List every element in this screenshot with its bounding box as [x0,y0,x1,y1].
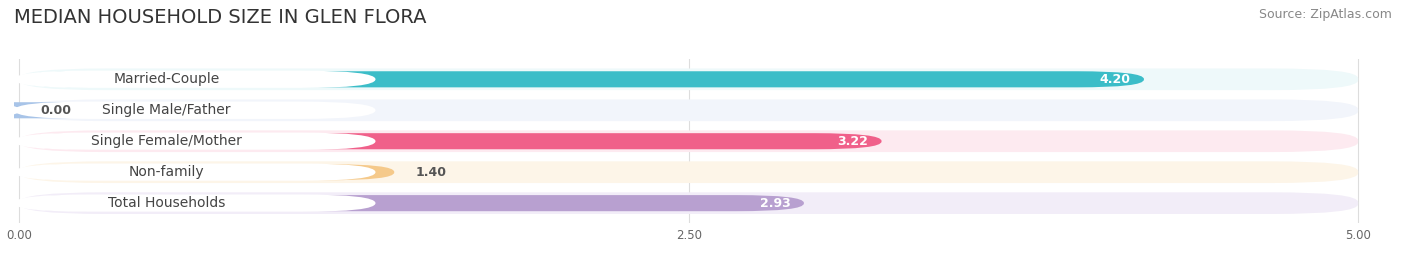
Text: 2.93: 2.93 [759,197,790,210]
FancyBboxPatch shape [20,71,1144,87]
Text: Non-family: Non-family [129,165,204,179]
FancyBboxPatch shape [14,102,375,119]
Text: 1.40: 1.40 [416,166,447,179]
FancyBboxPatch shape [20,130,1358,152]
Text: Single Female/Mother: Single Female/Mother [91,134,242,148]
FancyBboxPatch shape [0,102,86,118]
Text: Married-Couple: Married-Couple [114,72,219,86]
FancyBboxPatch shape [20,195,804,211]
FancyBboxPatch shape [14,164,375,181]
Text: Total Households: Total Households [108,196,225,210]
FancyBboxPatch shape [14,194,375,212]
FancyBboxPatch shape [14,133,375,150]
FancyBboxPatch shape [20,100,1358,121]
FancyBboxPatch shape [20,161,1358,183]
Text: Source: ZipAtlas.com: Source: ZipAtlas.com [1258,8,1392,21]
Text: 4.20: 4.20 [1099,73,1130,86]
FancyBboxPatch shape [20,164,394,180]
FancyBboxPatch shape [20,69,1358,90]
Text: 0.00: 0.00 [41,104,72,117]
Text: 3.22: 3.22 [838,135,868,148]
FancyBboxPatch shape [20,192,1358,214]
FancyBboxPatch shape [20,133,882,149]
FancyBboxPatch shape [14,71,375,88]
Text: Single Male/Father: Single Male/Father [103,103,231,117]
Text: MEDIAN HOUSEHOLD SIZE IN GLEN FLORA: MEDIAN HOUSEHOLD SIZE IN GLEN FLORA [14,8,426,27]
